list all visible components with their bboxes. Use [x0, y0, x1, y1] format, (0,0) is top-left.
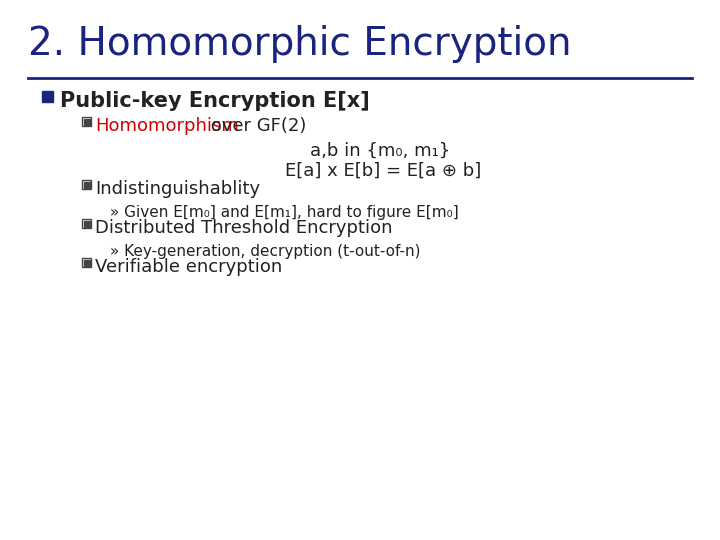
Text: Homomorphism: Homomorphism	[95, 117, 239, 135]
Text: Public-key Encryption E[x]: Public-key Encryption E[x]	[60, 91, 370, 111]
Bar	[84, 220, 89, 226]
Bar	[84, 260, 89, 266]
Text: over GF(2): over GF(2)	[205, 117, 307, 135]
Text: 2. Homomorphic Encryption: 2. Homomorphic Encryption	[28, 25, 572, 63]
Text: Verifiable encryption: Verifiable encryption	[95, 258, 282, 276]
Text: E[a] x E[b] = E[a ⊕ b]: E[a] x E[b] = E[a ⊕ b]	[285, 162, 481, 180]
Bar	[82, 219, 91, 228]
Bar	[82, 258, 91, 267]
Text: » Key-generation, decryption (t-out-of-n): » Key-generation, decryption (t-out-of-n…	[110, 244, 420, 259]
Text: Distributed Threshold Encryption: Distributed Threshold Encryption	[95, 219, 392, 237]
Text: a,b in {m₀, m₁}: a,b in {m₀, m₁}	[310, 142, 450, 160]
Bar	[82, 117, 91, 126]
Text: Indistinguishablity: Indistinguishablity	[95, 180, 260, 198]
Bar	[42, 91, 53, 102]
Bar	[84, 181, 89, 187]
Bar	[82, 180, 91, 189]
Bar	[84, 118, 89, 125]
Text: » Given E[m₀] and E[m₁], hard to figure E[m₀]: » Given E[m₀] and E[m₁], hard to figure …	[110, 205, 459, 220]
